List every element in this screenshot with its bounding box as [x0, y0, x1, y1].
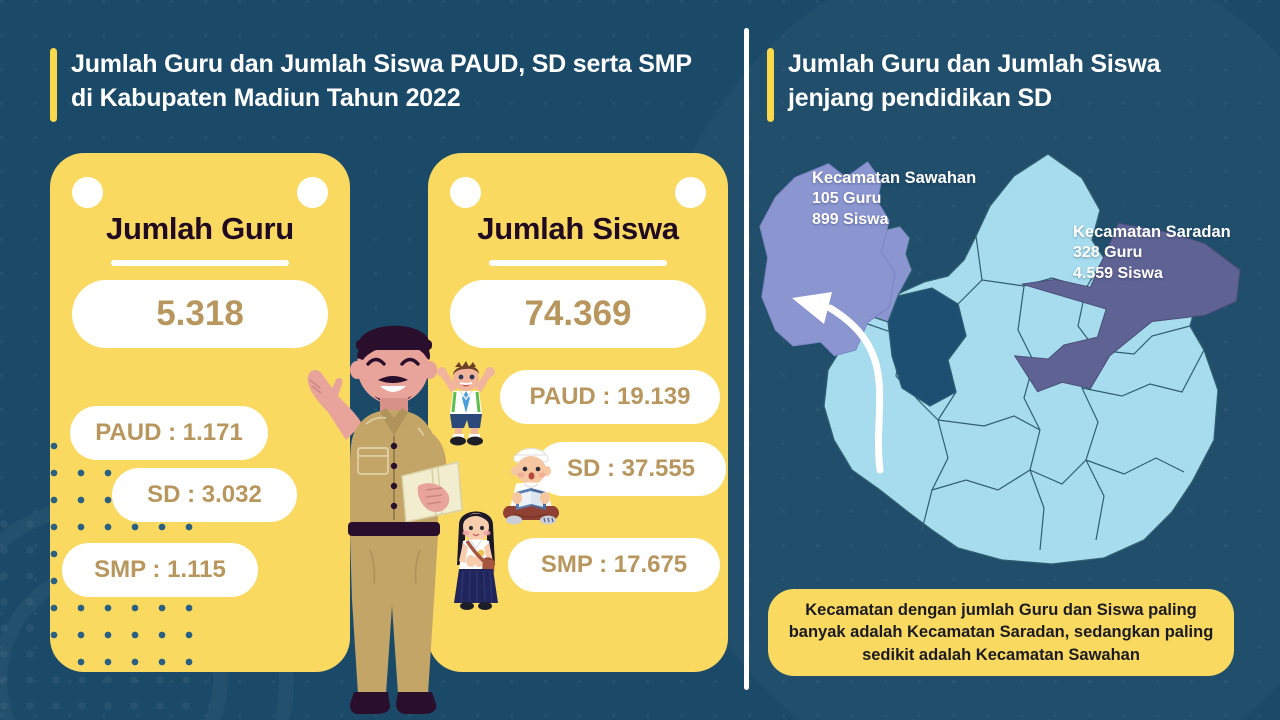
student-paud-illustration [437, 361, 495, 446]
map-summary-caption: Kecamatan dengan jumlah Guru dan Siswa p… [768, 589, 1234, 676]
map-label-sawahan-teachers: 105 Guru [812, 190, 882, 208]
map-label-sawahan: Kecamatan Sawahan 105 Guru 899 Siswa [812, 168, 976, 230]
map-label-sawahan-name: Kecamatan Sawahan [812, 169, 977, 187]
map-label-sawahan-students: 899 Siswa [812, 210, 889, 228]
stat-card-jumlah-guru: Jumlah Guru 5.318 PAUD : 1.171 SD : 3.03… [50, 153, 350, 672]
map-pointer-arrow [792, 292, 884, 474]
map-label-saradan: Kecamatan Saradan 328 Guru 4.559 Siswa [1073, 222, 1231, 284]
total-value-guru: 5.318 [72, 280, 328, 348]
card-title-underline [489, 260, 667, 266]
map-region-saradan [1013, 222, 1241, 393]
left-panel-title: Jumlah Guru dan Jumlah Siswa PAUD, SD se… [71, 50, 692, 112]
right-panel-heading: Jumlah Guru dan Jumlah Siswa jenjang pen… [767, 48, 1237, 122]
map-inset-sawahan-enlarged [759, 161, 896, 357]
student-smp-illustration [454, 511, 498, 610]
card-title: Jumlah Guru [106, 211, 294, 246]
panel-divider [744, 28, 749, 690]
total-value-siswa: 74.369 [450, 280, 706, 348]
card-title-underline [111, 260, 289, 266]
map-region-dark [887, 287, 967, 407]
madiun-regency-map [759, 153, 1241, 565]
left-panel-heading: Jumlah Guru dan Jumlah Siswa PAUD, SD se… [50, 48, 710, 122]
card-hole-left [72, 177, 103, 208]
card-title: Jumlah Siswa [477, 211, 679, 246]
student-sd-illustration [503, 448, 559, 525]
right-panel-title: Jumlah Guru dan Jumlah Siswa jenjang pen… [788, 50, 1161, 112]
map-label-saradan-students: 4.559 Siswa [1073, 264, 1163, 282]
card-hole-right [675, 177, 706, 208]
stat-pill-sd-siswa: SD : 37.555 [536, 442, 726, 496]
teacher-illustration [307, 325, 463, 714]
stat-pill-paud-guru: PAUD : 1.171 [70, 406, 268, 460]
stat-pill-paud-siswa: PAUD : 19.139 [500, 370, 720, 424]
heading-accent-bar [767, 48, 774, 122]
stat-pill-sd-guru: SD : 3.032 [112, 468, 297, 522]
map-label-saradan-name: Kecamatan Saradan [1073, 223, 1231, 241]
heading-accent-bar [50, 48, 57, 122]
stat-pill-smp-siswa: SMP : 17.675 [508, 538, 720, 592]
card-hole-right [297, 177, 328, 208]
map-districts-group [823, 153, 1241, 565]
stat-pill-smp-guru: SMP : 1.115 [62, 543, 258, 597]
map-label-saradan-teachers: 328 Guru [1073, 244, 1143, 262]
card-hole-left [450, 177, 481, 208]
